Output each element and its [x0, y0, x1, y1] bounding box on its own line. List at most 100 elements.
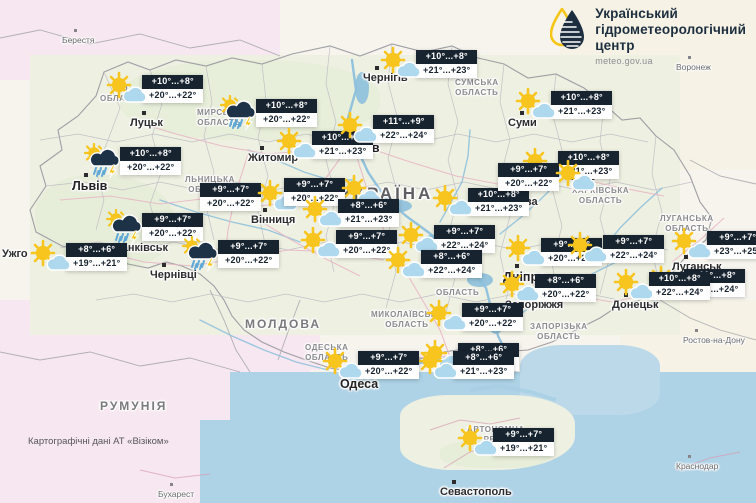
day-temperature-chip: +20°...+22°	[200, 197, 262, 212]
city-dot-lutsk	[142, 111, 146, 115]
sun-cloud-icon	[274, 127, 318, 162]
forecast-marker-donetsk[interactable]: +10°...+8° +22°...+24°	[611, 268, 711, 303]
forecast-marker-lviv[interactable]: +10°...+8° +20°...+22°	[82, 142, 182, 179]
sun-cloud-icon	[298, 226, 342, 261]
cloud-glyph	[583, 246, 608, 263]
thunderstorm-icon	[218, 94, 262, 131]
forecast-marker-luhansk[interactable]: +9°...+7°+23°...+25°	[669, 227, 756, 262]
city-label-lviv[interactable]: Львів	[72, 179, 108, 193]
forecast-marker-poltava-s[interactable]: +9°...+7° +20°...+22°	[498, 159, 597, 194]
city-dot-berestia	[74, 29, 77, 32]
city-label-uzhhorod[interactable]: Ужго	[2, 248, 28, 260]
forecast-chips-luhansk: +9°...+7°+23°...+25°	[707, 230, 756, 260]
cloud-glyph	[396, 61, 421, 78]
city-dot-luhansk	[684, 255, 688, 259]
brand-logo-text: Український гідрометеорологічний центр m…	[595, 6, 746, 66]
sun-cloud-icon	[335, 111, 379, 146]
oblast-label-rivnenska-oblast: МИРСЬКА ОБЛАСТЬ	[197, 108, 241, 127]
forecast-marker-rivne[interactable]: +10°...+8° +20°...+22°	[218, 94, 318, 131]
city-label-chernihiv[interactable]: Чернігів	[363, 72, 408, 84]
city-label-donetsk[interactable]: Донецьк	[612, 299, 659, 311]
sun-cloud-icon	[28, 239, 72, 274]
day-temperature-chip: +19°...+21°	[66, 257, 128, 272]
night-temperature-chip: +8°...+6°	[338, 198, 400, 213]
forecast-chips-kherson-n: +9°...+7° +20°...+22°	[462, 302, 524, 332]
forecast-marker-mykolaiv-n[interactable]: +8°...+6° +22°...+24°	[383, 246, 483, 281]
oblast-label-mykolaivska-oblast: МИКОЛАЇВСЬКА ОБЛАСТЬ	[371, 310, 443, 329]
lightning-glyph	[244, 116, 253, 131]
city-label-chernivtsi[interactable]: Чернівці	[150, 269, 197, 281]
brand-title-line3: центр	[595, 37, 635, 53]
forecast-marker-sumy[interactable]: +10°...+8° +21°...+23°	[513, 87, 613, 122]
night-temperature-chip: +9°...+7°	[493, 427, 555, 442]
forecast-marker-chernihiv[interactable]: +10°...+8° +21°...+23°	[378, 46, 478, 81]
night-temperature-chip: +10°...+8°	[551, 90, 613, 105]
city-label-krasnodar[interactable]: Краснодар	[676, 461, 719, 471]
lightning-glyph	[108, 164, 117, 179]
day-temperature-chip: +23°...+25°	[707, 245, 756, 260]
city-label-bukharest[interactable]: Бухарест	[158, 489, 195, 499]
cloud-glyph	[353, 126, 378, 143]
forecast-marker-chernivtsi[interactable]: +9°...+7° +20°...+22°	[180, 235, 280, 272]
city-dot-krasnodar	[688, 455, 691, 458]
brand-url[interactable]: meteo.gov.ua	[595, 55, 653, 66]
cloud-glyph	[338, 362, 363, 379]
day-temperature-chip: +20°...+22°	[462, 317, 524, 332]
forecast-chips-zakarpattia: +8°...+6° +19°...+21°	[66, 242, 128, 272]
forecast-chips-kyiv: +11°...+9° +22°...+24°	[373, 114, 435, 144]
city-label-zaporizhzhia[interactable]: Запоріжжя	[505, 299, 564, 311]
cloud-glyph	[687, 242, 712, 259]
city-label-vinnytsia[interactable]: Вінниця	[251, 214, 296, 226]
cloud-glyph	[521, 249, 546, 266]
forecast-chips-chernihiv: +10°...+8° +21°...+23°	[416, 49, 478, 79]
cloud-glyph	[531, 102, 556, 119]
sun-cloud-icon	[513, 87, 557, 122]
day-temperature-chip: +20°...+22°	[218, 254, 280, 269]
city-label-odesa[interactable]: Одеса	[340, 377, 379, 391]
city-dot-sumy	[520, 111, 524, 115]
cloud-glyph	[473, 439, 498, 456]
day-temperature-chip: +19°...+21°	[493, 442, 555, 457]
city-label-berestia[interactable]: Берестя	[62, 35, 95, 45]
city-label-lutsk[interactable]: Луцьк	[130, 117, 163, 129]
city-label-ivano-frankivsk[interactable]: -Франківськ	[102, 242, 168, 254]
forecast-marker-mykolaiv[interactable]: +8°...+6° +21°...+23°	[415, 347, 515, 382]
city-label-rostov-na-donu[interactable]: Ростов-на-Дону	[683, 335, 745, 345]
day-temperature-chip: +21°...+23°	[312, 145, 374, 160]
night-temperature-chip: +10°...+8°	[256, 98, 318, 113]
thunderstorm-icon	[104, 208, 148, 245]
night-temperature-chip: +10°...+8°	[416, 49, 478, 64]
city-label-zhytomyr[interactable]: Житомир	[248, 152, 299, 164]
city-label-voronezh[interactable]: Воронеж	[676, 62, 711, 72]
day-temperature-chip: +20°...+22°	[120, 161, 182, 176]
sun-cloud-icon	[611, 268, 655, 303]
cloud-glyph	[442, 314, 467, 331]
forecast-marker-zakarpattia[interactable]: +8°...+6° +19°...+21°	[28, 239, 128, 274]
forecast-chips-donetsk-n: +9°...+7° +22°...+24°	[603, 234, 665, 264]
brand-logo[interactable]: Український гідрометеорологічний центр m…	[549, 6, 746, 66]
city-dot-chernivtsi	[162, 263, 166, 267]
day-temperature-chip: +21°...+23°	[416, 64, 478, 79]
city-label-sumy[interactable]: Суми	[508, 117, 537, 129]
city-label-sevastopol[interactable]: Севастополь	[440, 486, 512, 498]
night-temperature-chip: +9°...+7°	[434, 224, 496, 239]
day-temperature-chip: +22°...+24°	[421, 264, 483, 279]
forecast-marker-kyiv[interactable]: +11°...+9° +22°...+24°	[335, 111, 435, 146]
forecast-marker-crimea[interactable]: +9°...+7° +19°...+21°	[455, 424, 555, 459]
forecast-marker-odesa[interactable]: +9°...+7° +20°...+22°	[320, 347, 420, 382]
forecast-marker-volyn[interactable]: +10°...+8° +20°...+22°	[104, 71, 204, 106]
forecast-chips-ternopil: +9°...+7° +20°...+22°	[200, 182, 262, 212]
night-temperature-chip: +9°...+7°	[142, 212, 204, 227]
sun-cloud-icon	[378, 46, 422, 81]
forecast-marker-cherkasy[interactable]: +8°...+6° +21°...+23°	[300, 195, 400, 230]
cloud-glyph	[122, 86, 147, 103]
night-temperature-chip: +8°...+6°	[535, 273, 597, 288]
forecast-marker-kherson-n[interactable]: +9°...+7° +20°...+22°	[424, 299, 524, 334]
cloud-glyph	[571, 174, 597, 191]
country-label-moldova: МОЛДОВА	[245, 317, 322, 331]
city-label-luhansk[interactable]: Луганськ	[672, 261, 722, 273]
forecast-marker-donetsk-n[interactable]: +9°...+7° +22°...+24°	[565, 231, 665, 266]
cloud-glyph	[515, 285, 540, 302]
night-temperature-chip: +9°...+7°	[200, 182, 262, 197]
sun-cloud-icon	[565, 231, 609, 266]
